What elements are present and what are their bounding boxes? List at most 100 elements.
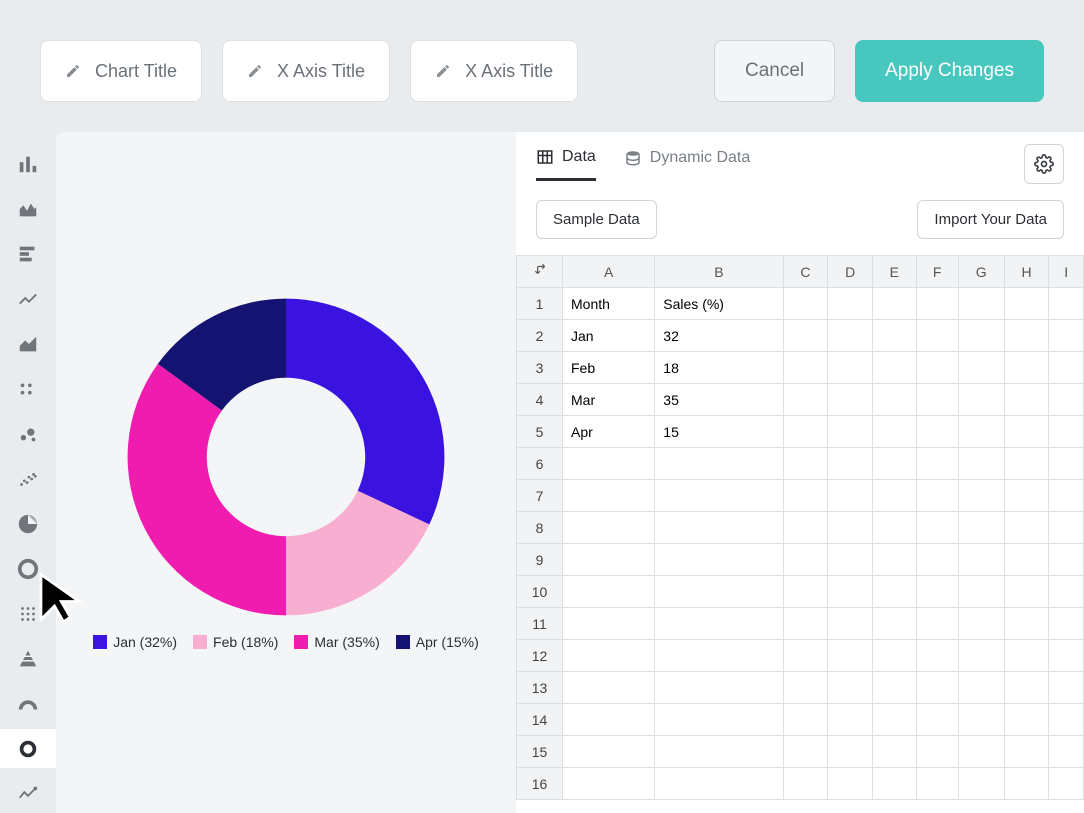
col-header-G[interactable]: G [958,256,1004,288]
cell-G3[interactable] [958,352,1004,384]
cell-E16[interactable] [873,768,916,800]
cell-D8[interactable] [828,512,873,544]
cell-E6[interactable] [873,448,916,480]
cell-A3[interactable]: Feb [563,352,655,384]
cell-A2[interactable]: Jan [563,320,655,352]
rail-item-grid-matrix[interactable] [0,594,56,633]
rail-item-pie-chart[interactable] [0,504,56,543]
cell-I14[interactable] [1049,704,1084,736]
import-data-button[interactable]: Import Your Data [917,200,1064,239]
cell-C1[interactable] [783,288,828,320]
row-header-11[interactable]: 11 [517,608,563,640]
cell-D14[interactable] [828,704,873,736]
rail-item-dots[interactable] [0,369,56,408]
cell-A7[interactable] [563,480,655,512]
cell-E13[interactable] [873,672,916,704]
cell-D6[interactable] [828,448,873,480]
cell-I10[interactable] [1049,576,1084,608]
cell-F8[interactable] [916,512,958,544]
cell-F11[interactable] [916,608,958,640]
cell-C9[interactable] [783,544,828,576]
cell-H6[interactable] [1004,448,1049,480]
cell-D12[interactable] [828,640,873,672]
cell-I4[interactable] [1049,384,1084,416]
cell-B2[interactable]: 32 [655,320,783,352]
rail-item-gauge[interactable] [0,684,56,723]
cell-I3[interactable] [1049,352,1084,384]
rail-item-line-chart[interactable] [0,279,56,318]
cell-B5[interactable]: 15 [655,416,783,448]
cell-F10[interactable] [916,576,958,608]
cell-I2[interactable] [1049,320,1084,352]
cell-C7[interactable] [783,480,828,512]
cell-A10[interactable] [563,576,655,608]
cell-B16[interactable] [655,768,783,800]
cell-I6[interactable] [1049,448,1084,480]
cell-E4[interactable] [873,384,916,416]
cell-C16[interactable] [783,768,828,800]
cell-H7[interactable] [1004,480,1049,512]
cell-C12[interactable] [783,640,828,672]
row-header-15[interactable]: 15 [517,736,563,768]
cell-H11[interactable] [1004,608,1049,640]
cell-E15[interactable] [873,736,916,768]
cell-C14[interactable] [783,704,828,736]
cell-B12[interactable] [655,640,783,672]
cell-H13[interactable] [1004,672,1049,704]
y-axis-title-input[interactable]: X Axis Title [410,40,578,102]
row-header-13[interactable]: 13 [517,672,563,704]
cell-D9[interactable] [828,544,873,576]
cell-E8[interactable] [873,512,916,544]
cell-H12[interactable] [1004,640,1049,672]
cell-B1[interactable]: Sales (%) [655,288,783,320]
x-axis-title-input[interactable]: X Axis Title [222,40,390,102]
cell-I8[interactable] [1049,512,1084,544]
apply-button[interactable]: Apply Changes [855,40,1044,102]
row-header-9[interactable]: 9 [517,544,563,576]
cell-F2[interactable] [916,320,958,352]
row-header-2[interactable]: 2 [517,320,563,352]
cell-H14[interactable] [1004,704,1049,736]
chart-title-input[interactable]: Chart Title [40,40,202,102]
cell-D13[interactable] [828,672,873,704]
cell-E1[interactable] [873,288,916,320]
col-header-E[interactable]: E [873,256,916,288]
cell-G10[interactable] [958,576,1004,608]
cell-I15[interactable] [1049,736,1084,768]
sheet-corner[interactable] [517,256,563,288]
cell-B14[interactable] [655,704,783,736]
cell-E7[interactable] [873,480,916,512]
rail-item-horizontal-bar[interactable] [0,234,56,273]
cell-B3[interactable]: 18 [655,352,783,384]
rail-item-spark[interactable] [0,774,56,813]
cell-F6[interactable] [916,448,958,480]
cell-C3[interactable] [783,352,828,384]
cell-B8[interactable] [655,512,783,544]
cell-C10[interactable] [783,576,828,608]
cell-F3[interactable] [916,352,958,384]
cell-H15[interactable] [1004,736,1049,768]
cell-D16[interactable] [828,768,873,800]
row-header-7[interactable]: 7 [517,480,563,512]
row-header-16[interactable]: 16 [517,768,563,800]
cell-F14[interactable] [916,704,958,736]
cell-C15[interactable] [783,736,828,768]
cell-C8[interactable] [783,512,828,544]
cell-G14[interactable] [958,704,1004,736]
cell-I5[interactable] [1049,416,1084,448]
rail-item-histogram[interactable] [0,189,56,228]
cell-A12[interactable] [563,640,655,672]
col-header-D[interactable]: D [828,256,873,288]
cell-A13[interactable] [563,672,655,704]
cell-A14[interactable] [563,704,655,736]
cell-G8[interactable] [958,512,1004,544]
cell-I1[interactable] [1049,288,1084,320]
tab-data[interactable]: Data [536,148,596,181]
col-header-C[interactable]: C [783,256,828,288]
cell-C13[interactable] [783,672,828,704]
rail-item-bar-chart[interactable] [0,144,56,183]
cell-A15[interactable] [563,736,655,768]
cell-E10[interactable] [873,576,916,608]
cell-G15[interactable] [958,736,1004,768]
col-header-B[interactable]: B [655,256,783,288]
